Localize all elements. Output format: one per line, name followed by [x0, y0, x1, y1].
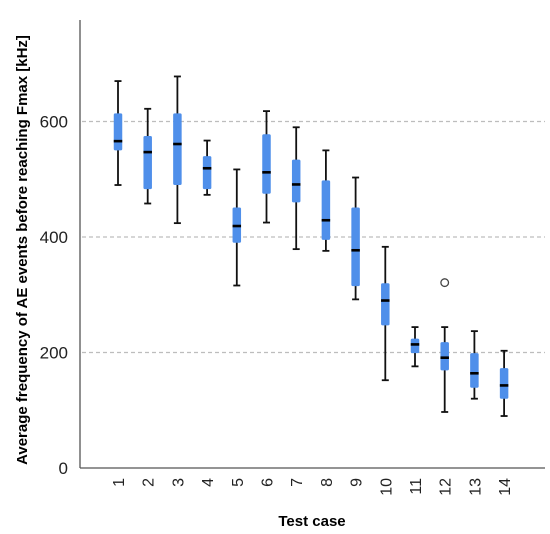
box-case-14: [499, 349, 509, 417]
x-tick-12: 12: [438, 478, 455, 496]
iqr-box-case-4: [202, 156, 212, 190]
x-tick-14: 14: [497, 478, 514, 496]
iqr-box-case-2: [143, 135, 152, 190]
x-tick-7: 7: [289, 478, 306, 487]
y-tick-0: 0: [59, 459, 68, 478]
gridlines: [82, 120, 545, 354]
outlier-case-12-0: [440, 278, 450, 288]
box-case-12: [440, 278, 450, 413]
iqr-box-case-3: [173, 113, 182, 186]
box-case-5: [232, 168, 242, 287]
boxes: [113, 75, 509, 417]
box-case-6: [262, 110, 271, 224]
x-axis-label: Test case: [278, 513, 345, 530]
box-case-2: [143, 107, 152, 205]
box-case-3: [173, 75, 182, 225]
x-tick-4: 4: [200, 478, 217, 487]
x-tick-5: 5: [230, 478, 247, 487]
iqr-box-case-10: [381, 283, 390, 326]
iqr-box-case-1: [113, 113, 123, 151]
y-tick-600: 600: [40, 113, 68, 132]
x-tick-2: 2: [141, 478, 158, 487]
box-case-8: [321, 149, 331, 252]
iqr-box-case-14: [499, 368, 509, 399]
x-tick-labels: 1 2 3 4 5 6 7 8 9 10 11 12 13 14: [111, 478, 514, 496]
y-tick-labels: 0 200 400 600: [40, 113, 68, 479]
x-tick-6: 6: [260, 478, 277, 487]
box-case-10: [381, 245, 390, 382]
iqr-box-case-13: [470, 353, 479, 388]
y-tick-400: 400: [40, 228, 68, 247]
iqr-box-case-8: [321, 180, 331, 240]
iqr-box-case-11: [410, 338, 420, 354]
box-case-11: [410, 326, 420, 368]
y-axis-label: Average frequency of AE events before re…: [14, 35, 31, 465]
y-tick-200: 200: [40, 344, 68, 363]
iqr-box-case-7: [291, 159, 301, 203]
iqr-box-case-12: [440, 342, 449, 371]
box-case-4: [202, 139, 212, 196]
box-case-9: [351, 176, 360, 301]
x-tick-3: 3: [170, 478, 187, 487]
box-case-13: [470, 330, 479, 400]
x-tick-11: 11: [408, 478, 425, 495]
x-tick-13: 13: [467, 478, 484, 496]
iqr-box-case-9: [351, 207, 360, 287]
box-case-1: [113, 80, 123, 186]
box-case-7: [291, 126, 301, 251]
x-tick-9: 9: [349, 478, 366, 487]
iqr-box-case-6: [262, 134, 271, 194]
x-tick-1: 1: [111, 478, 128, 487]
x-tick-10: 10: [378, 478, 395, 496]
x-tick-8: 8: [319, 478, 336, 487]
